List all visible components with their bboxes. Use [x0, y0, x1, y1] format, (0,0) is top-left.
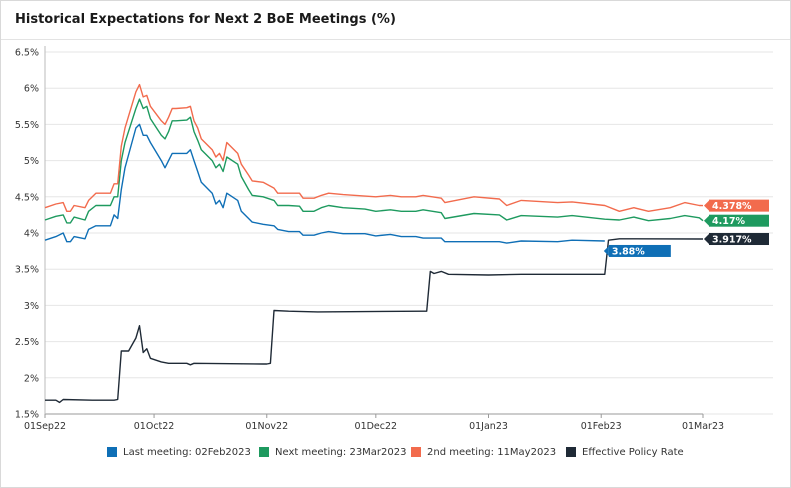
- y-tick-label: 4.5%: [15, 192, 39, 203]
- y-tick-label: 1.5%: [15, 410, 39, 421]
- end-label-4: 3.917%: [704, 233, 769, 246]
- chart-legend: Last meeting: 02Feb2023 Next meeting: 23M…: [0, 444, 791, 460]
- legend-label: Last meeting: 02Feb2023: [123, 446, 251, 458]
- y-tick-label: 6.5%: [15, 48, 39, 59]
- x-tick-label: 01Oct22: [134, 421, 175, 432]
- axes: 1.5% 2% 2.5% 3% 3.5% 4% 4.5% 5% 5.5% 6% 6.5% 01Sep2…: [15, 46, 724, 432]
- legend-label: Next meeting: 23Mar2023: [275, 446, 407, 458]
- end-label-arrow: [603, 245, 609, 256]
- end-label-3: 4.378%: [704, 199, 769, 212]
- x-tick-label: 01Nov22: [245, 421, 288, 432]
- legend-item[interactable]: Next meeting: 23Mar2023: [259, 444, 407, 460]
- chart-title: Historical Expectations for Next 2 BoE M…: [15, 12, 396, 27]
- legend-item[interactable]: Last meeting: 02Feb2023: [107, 444, 251, 460]
- legend-swatch: [259, 447, 269, 457]
- y-tick-label: 5.5%: [15, 120, 39, 131]
- legend-label: 2nd meeting: 11May2023: [427, 446, 557, 458]
- legend-item[interactable]: 2nd meeting: 11May2023: [411, 444, 556, 460]
- y-tick-label: 3%: [24, 301, 39, 312]
- y-tick-label: 2%: [24, 373, 39, 384]
- series-line-1: [44, 123, 605, 244]
- end-label-arrow: [704, 200, 709, 211]
- y-tick-label: 4%: [24, 229, 39, 240]
- x-tick-label: 01Jan23: [469, 421, 508, 432]
- legend-swatch: [411, 447, 421, 457]
- series-line-2: [44, 98, 704, 224]
- end-label-box: [709, 199, 769, 212]
- y-tick-label: 5%: [24, 156, 39, 167]
- end-label-text: 3.917%: [712, 235, 752, 246]
- x-tick-label: 01Dec22: [355, 421, 398, 432]
- legend-swatch: [566, 447, 576, 457]
- series-lines: [44, 83, 704, 404]
- x-tick-label: 01Sep22: [24, 421, 66, 432]
- end-label-text: 4.17%: [712, 216, 745, 227]
- end-label-1: 3.88%: [603, 244, 671, 257]
- series-line-3: [44, 83, 704, 212]
- end-label-box: [709, 233, 769, 246]
- legend-label: Effective Policy Rate: [582, 446, 684, 458]
- end-label-2: 4.17%: [704, 214, 769, 227]
- end-labels: 3.88% 4.17% 4.378% 3.917%: [603, 199, 769, 257]
- end-label-box: [608, 244, 671, 257]
- end-label-box: [709, 214, 769, 227]
- series-line-4: [45, 238, 704, 404]
- x-tick-label: 01Mar23: [682, 421, 724, 432]
- y-tick-label: 3.5%: [15, 265, 39, 276]
- x-tick-label: 01Feb23: [581, 421, 622, 432]
- end-label-text: 4.378%: [712, 201, 752, 212]
- legend-swatch: [107, 447, 117, 457]
- y-tick-label: 2.5%: [15, 337, 39, 348]
- title-divider: [1, 39, 790, 40]
- y-tick-label: 6%: [24, 84, 39, 95]
- legend-item[interactable]: Effective Policy Rate: [566, 444, 684, 460]
- end-label-arrow: [704, 215, 709, 226]
- end-label-text: 3.88%: [612, 246, 645, 257]
- end-label-arrow: [704, 234, 709, 245]
